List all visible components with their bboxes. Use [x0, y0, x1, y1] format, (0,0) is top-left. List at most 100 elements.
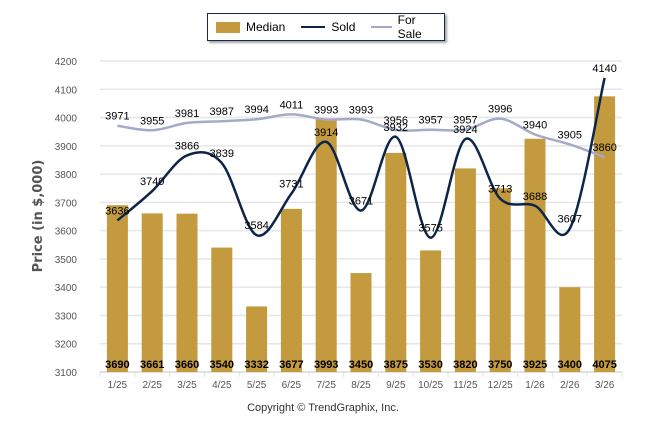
- bar-median: [176, 213, 198, 372]
- label-sold: 3671: [349, 196, 373, 208]
- label-median: 3540: [210, 359, 234, 371]
- label-median: 3661: [140, 359, 164, 371]
- legend: Median Sold For Sale: [207, 13, 445, 41]
- label-sold: 3713: [488, 184, 512, 196]
- y-tick-label: 4100: [55, 85, 78, 96]
- label-median: 3450: [349, 359, 373, 371]
- line-sold: [116, 77, 606, 239]
- x-tick-label: 10/25: [418, 380, 443, 391]
- bar-median: [141, 213, 163, 372]
- bar-median: [454, 168, 476, 372]
- y-tick-label: 3700: [55, 198, 78, 209]
- label-for-sale: 3940: [523, 120, 547, 132]
- y-tick-label: 3200: [55, 340, 78, 351]
- y-tick-label: 4000: [55, 114, 78, 125]
- label-for-sale: 3957: [453, 115, 477, 127]
- bar-median: [420, 250, 442, 372]
- label-for-sale: 3971: [105, 111, 129, 123]
- x-tick-label: 12/25: [488, 380, 513, 391]
- label-median: 3993: [314, 359, 338, 371]
- label-for-sale: 3955: [140, 115, 164, 127]
- x-tick-label: 3/26: [595, 380, 615, 391]
- bar-median: [106, 205, 128, 372]
- legend-item-median: Median: [216, 20, 285, 34]
- legend-item-sold: Sold: [301, 20, 355, 34]
- label-sold: 3914: [314, 127, 338, 139]
- legend-label-for-sale: For Sale: [397, 13, 422, 41]
- x-tick-label: 3/25: [177, 380, 197, 391]
- label-sold: 3636: [105, 205, 129, 217]
- label-median: 3660: [175, 359, 199, 371]
- label-for-sale: 3987: [210, 106, 234, 118]
- legend-swatch-for-sale: [371, 26, 392, 28]
- label-for-sale: 3905: [558, 129, 582, 141]
- label-sold: 3740: [140, 176, 164, 188]
- x-tick-label: 1/26: [525, 380, 545, 391]
- x-tick-label: 7/25: [316, 380, 336, 391]
- label-for-sale: 3860: [592, 142, 616, 154]
- label-for-sale: 3956: [384, 115, 408, 127]
- bar-median: [350, 273, 372, 372]
- x-tick-label: 9/25: [386, 380, 406, 391]
- y-tick-label: 3400: [55, 283, 78, 294]
- label-sold: 3924: [453, 124, 477, 136]
- bar-median: [559, 287, 581, 372]
- label-median: 3690: [105, 359, 129, 371]
- x-axis: 1/25 2/25 3/25 4/25 5/25 6/25 7/25 8/25 9/25 10/2…: [99, 372, 623, 391]
- lines: [116, 77, 606, 239]
- line-for-sale: [117, 113, 606, 159]
- x-tick-label: 1/25: [108, 380, 128, 391]
- label-for-sale: 4011: [280, 99, 304, 111]
- label-median: 3400: [558, 359, 582, 371]
- label-for-sale: 3957: [418, 115, 442, 127]
- y-tick-label: 4200: [55, 57, 78, 68]
- x-tick-label: 2/25: [142, 380, 162, 391]
- label-sold: 3866: [175, 140, 199, 152]
- label-sold: 3575: [418, 223, 442, 235]
- copyright: Copyright © TrendGraphix, Inc.: [247, 402, 399, 414]
- y-tick-label: 3900: [55, 142, 78, 153]
- x-tick-label: 4/25: [212, 380, 232, 391]
- x-tick-label: 5/25: [247, 380, 267, 391]
- y-axis-label: Price (in $,000): [31, 160, 46, 273]
- y-tick-label: 3100: [55, 368, 78, 379]
- label-sold: 3688: [523, 191, 547, 203]
- label-for-sale: 3994: [244, 104, 268, 116]
- label-median: 3875: [384, 359, 408, 371]
- label-median: 3750: [488, 359, 512, 371]
- legend-swatch-median: [216, 21, 240, 33]
- bar-median: [211, 247, 233, 372]
- bar-median: [246, 306, 268, 372]
- label-median: 3925: [523, 359, 547, 371]
- legend-label-median: Median: [246, 20, 286, 34]
- x-tick-label: 6/25: [282, 380, 302, 391]
- label-sold: 4140: [592, 63, 616, 75]
- label-median: 4075: [592, 359, 616, 371]
- label-sold: 3731: [279, 179, 303, 191]
- y-tick-label: 3600: [55, 227, 78, 238]
- x-tick-label: 8/25: [351, 380, 371, 391]
- label-sold: 3584: [244, 220, 268, 232]
- bar-median: [524, 138, 546, 372]
- label-for-sale: 3993: [314, 105, 338, 117]
- legend-label-sold: Sold: [331, 20, 356, 34]
- legend-swatch-sold: [301, 26, 326, 28]
- label-median: 3530: [418, 359, 442, 371]
- x-tick-label: 2/26: [560, 380, 580, 391]
- bar-median: [280, 208, 302, 372]
- y-tick-label: 3500: [55, 255, 78, 266]
- x-tick-label: 11/25: [453, 380, 478, 391]
- bar-median: [594, 96, 616, 372]
- y-axis-ticks: 3100 3200 3300 3400 3500 3600 3700 3800 3900 4000…: [55, 57, 78, 379]
- label-for-sale: 3993: [349, 105, 373, 117]
- label-sold: 3607: [558, 214, 582, 226]
- bar-median: [489, 188, 511, 372]
- legend-item-for-sale: For Sale: [371, 13, 436, 41]
- label-for-sale: 3996: [488, 104, 512, 116]
- label-median: 3677: [279, 359, 303, 371]
- label-for-sale: 3981: [175, 108, 199, 120]
- label-median: 3332: [244, 359, 268, 371]
- label-sold: 3932: [384, 122, 408, 134]
- bar-median: [385, 152, 407, 372]
